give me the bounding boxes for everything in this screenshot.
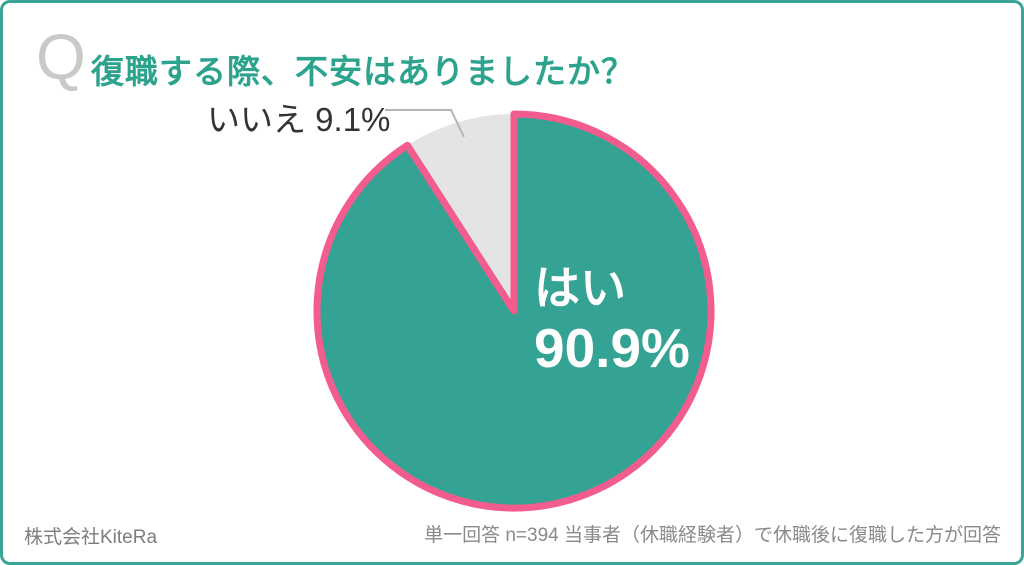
survey-note-label: 単一回答 n=394 当事者（休職経験者）で休職後に復職した方が回答 [424, 525, 1001, 546]
callout-label-no: いいえ 9.1% [207, 93, 390, 141]
source-company-label: 株式会社KiteRa [24, 527, 158, 548]
question-mark-glyph: Q [36, 21, 86, 93]
inside-label-yes-value: 90.9% [534, 317, 690, 379]
callout-label-no-value: 9.1% [315, 101, 391, 138]
chart-title: 復職する際、不安はありましたか？ [91, 53, 635, 90]
pie-slices [313, 110, 715, 512]
inside-label-yes: はい 90.9% [534, 265, 690, 376]
pie-slice-0 [313, 110, 715, 512]
callout-label-no-name: いいえ [207, 101, 306, 138]
callout-leader-line [385, 109, 465, 138]
pie-slice-1 [407, 114, 514, 311]
inside-label-yes-name: はい [534, 262, 626, 314]
pie-chart [313, 109, 715, 512]
